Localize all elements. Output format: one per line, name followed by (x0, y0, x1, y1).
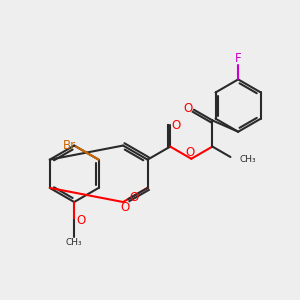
Text: O: O (120, 201, 129, 214)
Text: O: O (130, 191, 139, 204)
Text: O: O (183, 102, 193, 115)
Text: O: O (185, 146, 194, 159)
Text: Br: Br (63, 139, 76, 152)
Text: O: O (172, 119, 181, 132)
Text: CH₃: CH₃ (66, 238, 82, 247)
Text: CH₃: CH₃ (239, 155, 256, 164)
Text: O: O (76, 214, 86, 227)
Text: F: F (235, 52, 242, 65)
